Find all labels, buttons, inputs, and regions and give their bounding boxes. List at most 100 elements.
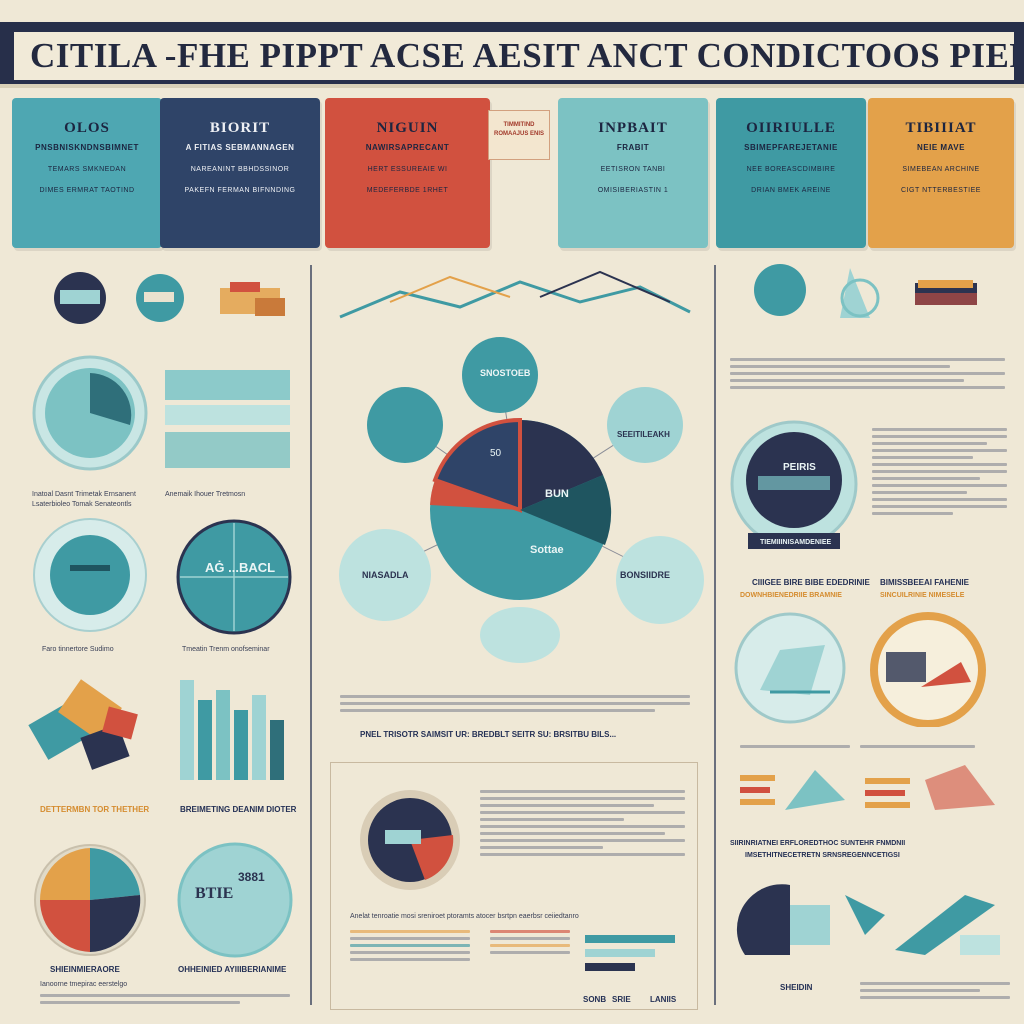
dial-icon xyxy=(176,519,292,635)
card-oiiriulle[interactable]: OIIRIULLE SBIMEPFAREJETANIE NEE BOREASCD… xyxy=(716,98,866,248)
card-title: OLOS xyxy=(64,120,110,136)
card-inpbait[interactable]: INPBAIT FRABIT EETISRON TANBI OMISIBERIA… xyxy=(558,98,708,248)
caption: BIMISSBEEAI FAHENIE xyxy=(880,578,969,587)
bar-chart-icon xyxy=(585,935,675,971)
globe-label: 3881 xyxy=(238,870,265,884)
text-placeholder xyxy=(740,745,850,752)
text-placeholder xyxy=(860,745,975,752)
text-placeholder xyxy=(490,930,570,958)
globe-icon xyxy=(32,355,148,471)
card-title: BIORIT xyxy=(209,120,271,136)
card-subtitle: FRABIT xyxy=(616,143,650,152)
text-line: Anelat tenroatie mosi sreniroet ptoramts… xyxy=(350,913,579,920)
badge-text: TIMMITIND ROMAAJUS ENIS xyxy=(493,122,544,137)
card-title: NIGUIN xyxy=(376,120,439,136)
icon-row xyxy=(54,272,285,324)
card-tibiiiat[interactable]: TIBIIIAT NEIE MAVE SIMEBEAN ARCHINE CIGT… xyxy=(868,98,1014,248)
card-subtitle: NEIE MAVE xyxy=(917,143,965,152)
portal-illustration xyxy=(734,612,846,724)
card-title: INPBAIT xyxy=(598,120,668,136)
column-divider xyxy=(310,265,312,1005)
card-line: EETISRON TANBI xyxy=(600,166,666,173)
chart-circle-icon xyxy=(33,518,147,632)
card-line: NAREANINT BBHDSSINOR xyxy=(190,166,290,173)
report-panel xyxy=(330,762,698,1010)
abstract-shapes-icon xyxy=(28,679,138,770)
card-biorit[interactable]: BIORIT A FITIAS SEBMANNAGEN NAREANINT BB… xyxy=(160,98,320,248)
text-line: Ianoorne tmepirac eerstelgo xyxy=(40,981,128,988)
dial-icon xyxy=(730,420,858,549)
page-title: CITILA -FHE PIPPT ACSE AESIT ANCT CONDIC… xyxy=(14,32,1014,80)
bottom-label: LANIIS xyxy=(650,995,677,1004)
node-label: NIASADLA xyxy=(362,570,409,580)
pie-label: Sottae xyxy=(530,544,564,556)
text-line: Inatoal Dasnt Trimetak Ernsanent xyxy=(32,491,136,498)
bottom-label: SONB xyxy=(583,995,607,1004)
globe-label: BTIE xyxy=(195,885,234,902)
card-niguin[interactable]: NIGUIN NAWIRSAPRECANT HERT ESSUREAIE WI … xyxy=(325,98,490,248)
icon-row xyxy=(754,264,977,318)
summary-line: PNEL TRISOTR SAIMSIT UR: BREDBLT SEITR S… xyxy=(360,730,617,739)
hub-diagram xyxy=(339,337,704,663)
text-line: Faro tinnertore Sudimo xyxy=(42,646,114,653)
card-line: OMISIBERIASTIN 1 xyxy=(597,187,669,194)
card-olos[interactable]: OLOS PNSBNISKNDNSBIMNET TEMARS SMKNEDAN … xyxy=(12,98,162,248)
landscape-illustration xyxy=(339,270,691,319)
text-line: Anemaik Ihouer Tretmosn xyxy=(165,491,246,498)
card-subtitle: SBIMEPFAREJETANIE xyxy=(744,143,838,152)
pie-label: BUN xyxy=(545,488,569,500)
text-placeholder xyxy=(860,982,1010,1003)
info-strip xyxy=(165,370,290,400)
text-placeholder xyxy=(40,994,290,1008)
text-placeholder xyxy=(340,695,690,716)
text-line: Tmeatin Trenm onofseminar xyxy=(182,646,270,653)
card-line: TEMARS SMKNEDAN xyxy=(47,166,127,173)
dial-icon xyxy=(360,790,460,890)
text-placeholder xyxy=(350,930,470,965)
bottom-label: SRIE xyxy=(612,995,631,1004)
portal-illustration xyxy=(870,612,986,727)
chart-strip xyxy=(740,765,995,810)
card-line: PAKEFN FERMAN BIFNNDING xyxy=(184,187,296,194)
column-divider xyxy=(714,265,716,1005)
caption: SINCUILRINIE NIMESELE xyxy=(880,592,965,599)
caption: DETTERMBN TOR THETHER xyxy=(40,805,150,814)
headline: SIIRINRIATNEI ERFLOREDTHOC SUNTEHR FNMDN… xyxy=(730,840,906,847)
dial-label: AĠ ...BACL xyxy=(205,560,276,575)
pie-label: 50 xyxy=(490,448,502,459)
node-label: SNOSTOEB xyxy=(480,368,531,378)
text-placeholder xyxy=(480,790,685,860)
card-title: TIBIIIAT xyxy=(905,120,977,136)
card-line: MEDEFERBDE 1RHET xyxy=(366,187,449,194)
card-line: CIGT NTTERBESTIEE xyxy=(901,187,981,194)
card-line: DIMES ERMRAT TAOTIND xyxy=(39,187,135,194)
caption: SHIEINMIERAORE xyxy=(50,965,120,974)
card-line: DRIAN BMEK AREINE xyxy=(751,187,831,194)
info-strip xyxy=(165,405,290,425)
text-line: Lsaterbioleo Tomak Senateontls xyxy=(32,501,132,508)
caption: SHEIDIN xyxy=(780,983,813,992)
caption: OHHEINIED AYIIIBERIANIME xyxy=(178,965,287,974)
pie-globe-icon xyxy=(34,844,146,956)
title-banner: CITILA -FHE PIPPT ACSE AESIT ANCT CONDIC… xyxy=(0,22,1024,88)
caption: CIIIGEE BIRE BIBE EDEDRINIE xyxy=(752,578,870,587)
info-strip xyxy=(165,432,290,468)
text-placeholder xyxy=(872,428,1007,519)
node-label: BONSIIDRE xyxy=(620,570,671,580)
card-badge: TIMMITIND ROMAAJUS ENIS xyxy=(488,110,550,160)
card-line: HERT ESSUREAIE WI xyxy=(367,166,448,173)
dial-caption: TIEMIIINISAMDENIEE xyxy=(760,539,832,546)
caption: DOWNHBIENEDRIIE BRAMNIE xyxy=(740,592,842,599)
card-subtitle: PNSBNISKNDNSBIMNET xyxy=(35,143,139,152)
node-label: SEEITILEAKH xyxy=(617,430,670,439)
headline: IMSETHITNECETRETN SRNSREGENNCETIGSI xyxy=(745,852,900,859)
dial-label: PEIRIS xyxy=(783,462,816,473)
card-line: NEE BOREASCDIMBIRE xyxy=(746,166,836,173)
globe-icon xyxy=(177,842,293,958)
card-title: OIIRIULLE xyxy=(746,120,836,136)
card-subtitle: NAWIRSAPRECANT xyxy=(365,143,450,152)
text-placeholder xyxy=(730,358,1005,393)
card-line: SIMEBEAN ARCHINE xyxy=(902,166,980,173)
card-subtitle: A FITIAS SEBMANNAGEN xyxy=(185,143,295,152)
machine-illustration xyxy=(736,884,1000,955)
